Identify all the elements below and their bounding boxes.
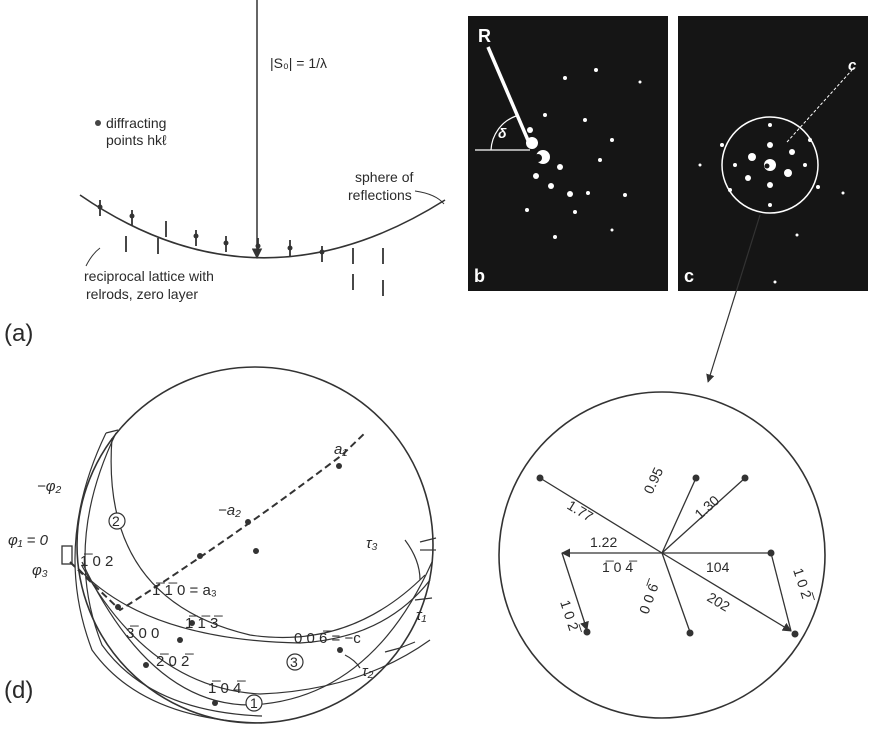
lattice-label-2: relrods, zero layer	[86, 286, 198, 302]
c-axis-line	[786, 69, 853, 143]
label-tau3: τ₃	[366, 535, 378, 552]
label-202: 2̅ 0 2̅	[156, 653, 194, 670]
label-104: 1̅ 0 4̅	[208, 680, 246, 697]
great-circle-3	[77, 567, 431, 644]
label-R: R	[478, 26, 491, 46]
label-110: 1̅ 1̅ 0 = a₃	[152, 582, 217, 599]
svg-text:3: 3	[290, 654, 298, 670]
pattern-spots	[536, 474, 799, 638]
beam-stop-c	[764, 163, 770, 169]
pattern-circle	[498, 391, 826, 719]
sphere-label-1: sphere of	[355, 169, 413, 185]
label-m104: 1̅ 0 4̅	[602, 559, 638, 575]
label-1-77: 1.77	[564, 497, 596, 525]
label-phi1: φ₁ = 0	[8, 532, 49, 549]
circled-number-2: 2	[108, 512, 126, 530]
outer-band-2	[84, 432, 263, 717]
label-a1: a₁	[334, 441, 347, 458]
label-102: 1̅ 0 2	[80, 553, 113, 570]
label-1-30: 1.30	[691, 492, 722, 522]
label-006: 0 0 6̅ = −c	[294, 630, 361, 647]
radial-line-R	[486, 46, 532, 146]
beam-label: |S₀| = 1/λ	[270, 55, 327, 71]
angle-arc	[490, 115, 517, 151]
sphere-label-2: reflections	[348, 187, 412, 203]
great-circle-4	[81, 565, 431, 695]
phi-box	[61, 545, 73, 565]
circled-number-3: 3	[286, 653, 304, 671]
label-phi2: −φ₂	[37, 478, 62, 495]
magnify-arrow	[706, 214, 761, 383]
panel-c-letter: c	[684, 266, 694, 286]
great-circle-2	[110, 437, 426, 639]
enlarged-pattern: 1.77 0.95 1.30 1.22 1̅ 0 4̅ 104 1 0 2̅ 1…	[498, 391, 826, 719]
panel-a-letter: (a)	[4, 320, 33, 347]
label-102-right: 1 0 2̅	[790, 566, 816, 605]
tau-ticks	[344, 537, 437, 669]
label-delta: δ	[498, 125, 507, 141]
svg-text:2: 2	[112, 513, 120, 529]
diffracting-points-label-2: points hkℓ	[106, 132, 167, 148]
label-tau2: τ₂	[362, 663, 374, 680]
label-1-22: 1.22	[590, 534, 617, 550]
panel-b: R δ b	[468, 16, 668, 291]
sphere-leader-line	[414, 190, 445, 205]
label-300: 3̅ 0 0	[126, 625, 159, 642]
panel-b-letter: b	[474, 266, 485, 286]
panel-a: |S₀| = 1/λ diffracting points hkℓ sphere…	[4, 0, 446, 347]
objective-aperture	[721, 116, 819, 214]
label-104: 104	[706, 559, 730, 575]
label-phi3: φ₃	[32, 562, 48, 579]
sphere-of-reflections-arc	[79, 194, 446, 259]
label-0-95: 0.95	[640, 465, 666, 497]
label-a2: −a₂	[218, 502, 241, 519]
diffracting-point-marker	[95, 120, 101, 126]
panel-b-background	[468, 16, 668, 291]
circled-number-1: 1	[245, 694, 263, 712]
label-102-left: 1 0 2̅	[557, 598, 583, 637]
stereogram-poles	[115, 463, 343, 706]
label-tau1: τ₁	[416, 607, 427, 624]
c-axis-label: c	[848, 57, 857, 74]
panel-d: 2 3 1 −φ₂ φ₁ = 0 φ₃ a₁ −a₂ 1̅ 0 2 1̅ 1̅ …	[4, 366, 437, 724]
stereogram-primitive	[76, 366, 434, 724]
diffracting-points-label-1: diffracting	[106, 115, 166, 131]
panel-d-letter: (d)	[4, 677, 33, 704]
panel-c-background	[678, 16, 868, 291]
lattice-leader-line	[85, 247, 101, 267]
lattice-points	[97, 204, 325, 255]
label-113: 1̅ 1̅ 3̅	[185, 615, 223, 632]
beam-stop	[534, 154, 542, 162]
svg-text:1: 1	[250, 695, 258, 711]
label-006: 0 0 6̅	[636, 577, 663, 616]
dashed-zone-line	[69, 431, 367, 612]
pattern-vectors	[539, 477, 792, 633]
panel-c: c c	[678, 16, 868, 291]
outer-band-1	[74, 432, 263, 724]
lattice-label-1: reciprocal lattice with	[84, 268, 214, 284]
